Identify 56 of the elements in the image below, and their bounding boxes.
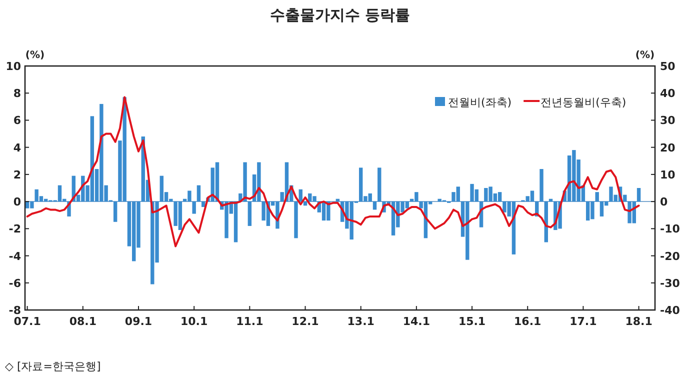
y2-tick-label: 30 [660, 114, 676, 128]
y-tick-label: -8 [8, 304, 21, 317]
bar [58, 185, 62, 202]
bar [378, 168, 382, 202]
y-axis-title: (%) [25, 50, 45, 61]
bar [595, 192, 599, 202]
x-tick-label: 08.1 [69, 315, 96, 328]
y-tick-label: 0 [13, 196, 22, 209]
y-tick-label: 6 [13, 114, 22, 128]
x-tick-label: 11.1 [236, 315, 264, 328]
x-tick-label: 12.1 [292, 315, 319, 328]
line-series [26, 96, 640, 248]
y2-tick-label: -40 [660, 304, 680, 317]
bar [540, 169, 544, 202]
x-tick-label: 16.1 [514, 315, 542, 328]
y-tick-label: -4 [8, 250, 22, 263]
bar [113, 202, 118, 222]
y-tick-label: 4 [13, 141, 22, 154]
y2-tick-label: 10 [660, 168, 676, 182]
y2-tick-label: 0 [660, 196, 668, 209]
y2-axis-title: (%) [635, 50, 655, 61]
x-tick-label: 17.1 [570, 315, 597, 328]
legend-label: 전월비(좌축) [448, 96, 512, 109]
x-tick-label: 14.1 [402, 315, 430, 328]
legend-label: 전년동월비(우축) [540, 96, 626, 109]
chart-title: 수출물가지수 등락률 [270, 6, 410, 24]
x-tick-label: 15.1 [458, 315, 486, 328]
text: ◇ [자료=한국은행] [5, 360, 101, 373]
bar [196, 185, 201, 202]
bar [530, 190, 534, 202]
y2-tick-label: 20 [660, 141, 676, 154]
y2-tick-label: 50 [660, 60, 676, 73]
bar [498, 192, 502, 202]
y-tick-label: 8 [13, 87, 21, 100]
y-tick-label: 10 [6, 60, 22, 73]
x-tick-label: 13.1 [347, 315, 374, 328]
y-tick-label: -2 [8, 222, 21, 236]
bar [201, 202, 206, 207]
bar [192, 202, 196, 214]
bar [248, 202, 252, 226]
y2-tick-label: -10 [660, 222, 680, 236]
bar [294, 202, 298, 238]
y-tick-label: -6 [8, 276, 22, 290]
bar [160, 176, 164, 202]
x-tick-label: 10.1 [180, 315, 208, 328]
y2-tick-label: 40 [660, 87, 676, 100]
bar [600, 202, 604, 216]
y-tick-label: 2 [13, 168, 21, 182]
y2-tick-label: -20 [660, 250, 680, 263]
x-tick-label: 07.1 [14, 315, 41, 328]
bar [372, 202, 377, 210]
x-tick-label: 09.1 [124, 315, 152, 328]
bar [303, 202, 308, 206]
bar [636, 188, 641, 202]
y2-tick-label: -30 [660, 276, 680, 290]
x-tick-label: 18.1 [625, 315, 652, 328]
